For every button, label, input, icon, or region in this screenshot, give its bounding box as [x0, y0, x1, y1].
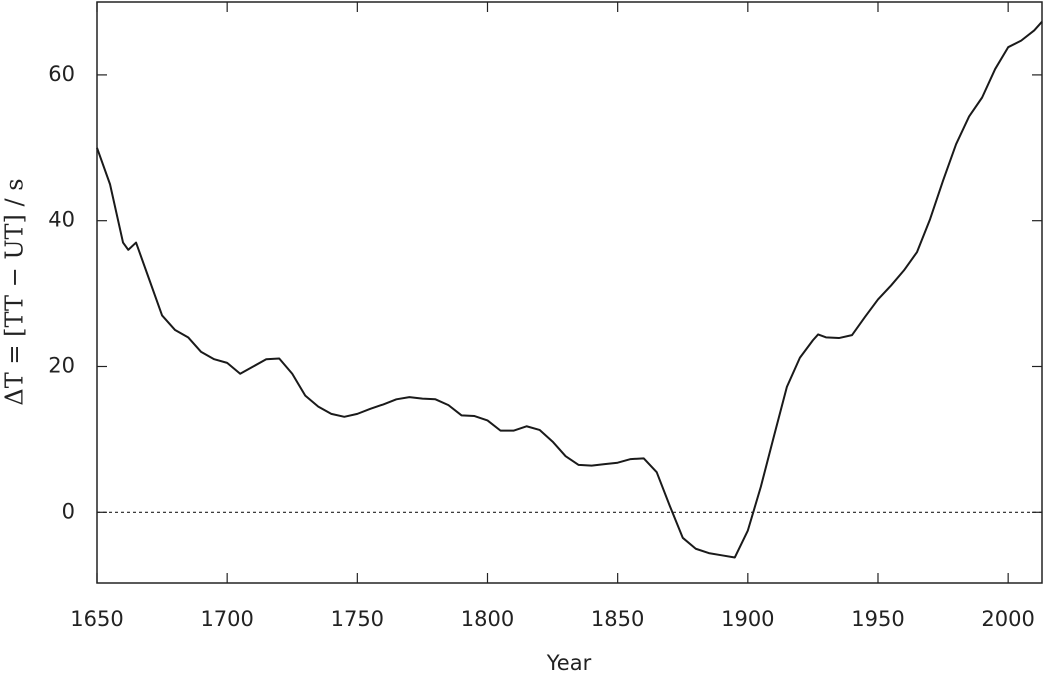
x-tick-label: 1750	[331, 607, 384, 631]
x-tick-label: 1850	[591, 607, 644, 631]
x-tick-label: 2000	[981, 607, 1034, 631]
y-tick-label: 20	[48, 353, 75, 377]
x-tick-label: 1800	[461, 607, 514, 631]
data-line	[96, 21, 1043, 559]
x-axis-label: Year	[546, 651, 592, 675]
y-tick-label: 40	[48, 208, 75, 232]
y-axis-label: ΔT = [TT − UT] / s	[1, 178, 29, 405]
x-tick-label: 1950	[851, 607, 904, 631]
x-tick-label: 1700	[200, 607, 253, 631]
x-tick-label: 1650	[70, 607, 123, 631]
y-tick-label: 0	[62, 499, 75, 523]
plot-frame	[96, 1, 1043, 584]
x-tick-label: 1900	[721, 607, 774, 631]
y-tick-label: 60	[48, 62, 75, 86]
